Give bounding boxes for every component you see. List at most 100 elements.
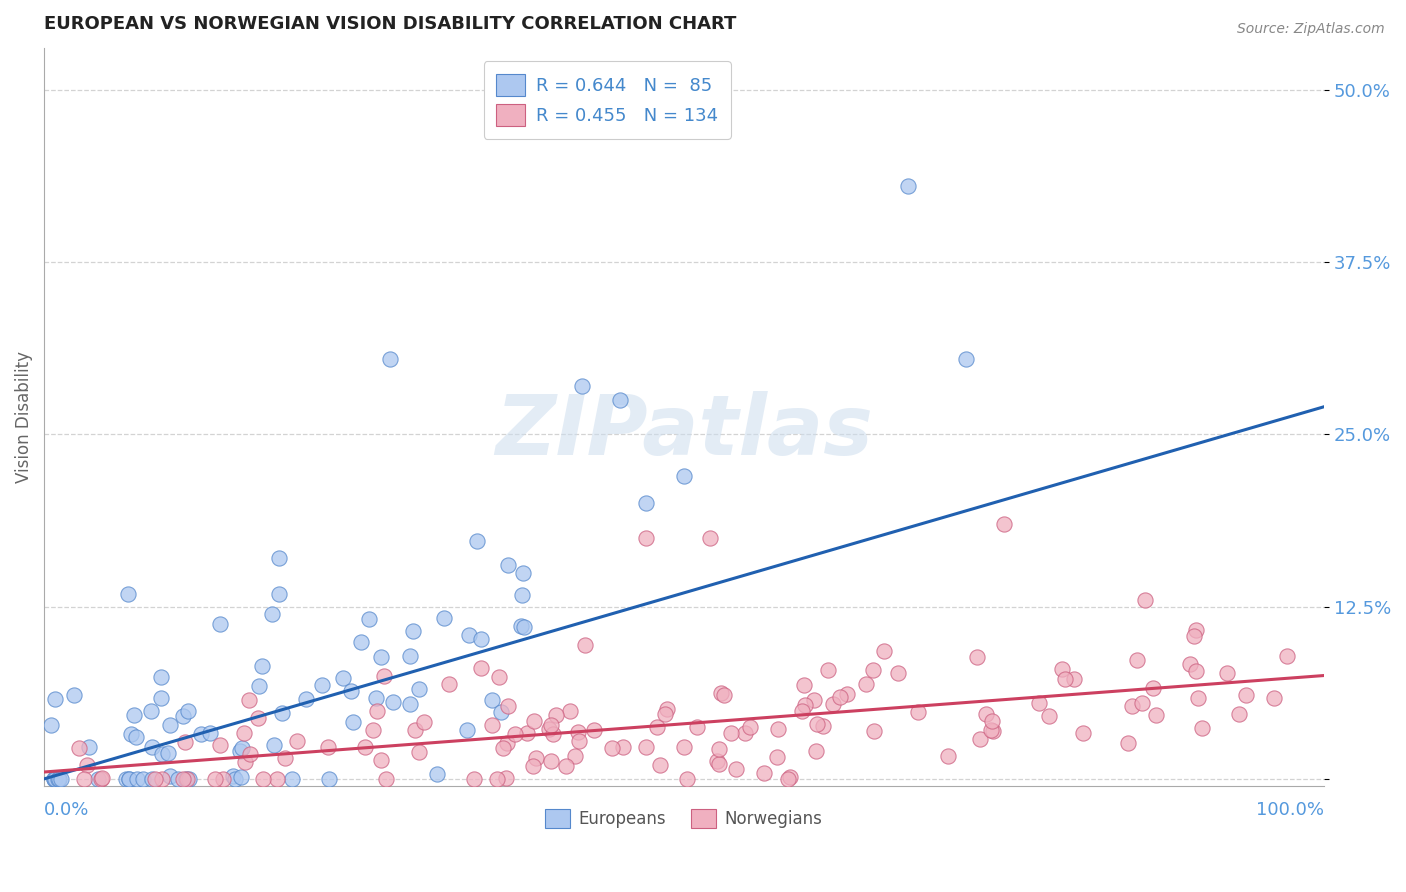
Point <box>143 772 166 786</box>
Point <box>1050 662 1073 676</box>
Point <box>294 692 316 706</box>
Point <box>49 772 72 786</box>
Point <box>980 723 1002 738</box>
Point <box>1116 736 1139 750</box>
Point <box>582 723 605 738</box>
Point <box>408 681 430 696</box>
Point <box>209 738 232 752</box>
Point <box>738 720 761 734</box>
Point <box>655 701 678 715</box>
Point <box>790 704 813 718</box>
Point <box>167 772 190 786</box>
Point <box>510 588 533 602</box>
Point <box>63 688 86 702</box>
Point <box>412 715 434 730</box>
Point <box>252 772 274 786</box>
Point <box>374 772 396 786</box>
Point <box>765 750 787 764</box>
Point <box>117 587 139 601</box>
Point <box>39 718 62 732</box>
Text: EUROPEAN VS NORWEGIAN VISION DISABILITY CORRELATION CHART: EUROPEAN VS NORWEGIAN VISION DISABILITY … <box>44 15 737 33</box>
Point <box>266 772 288 786</box>
Point <box>699 531 721 545</box>
Point <box>172 709 194 723</box>
Point <box>1234 688 1257 702</box>
Point <box>710 686 733 700</box>
Point <box>340 683 363 698</box>
Point <box>707 741 730 756</box>
Point <box>706 754 728 768</box>
Point <box>496 558 519 572</box>
Point <box>48 772 70 786</box>
Point <box>152 772 174 786</box>
Point <box>1133 592 1156 607</box>
Point <box>1184 664 1206 678</box>
Point <box>1063 672 1085 686</box>
Point <box>1125 653 1147 667</box>
Point <box>897 179 920 194</box>
Point <box>42 772 65 786</box>
Point <box>73 772 96 786</box>
Point <box>495 771 517 785</box>
Point <box>381 695 404 709</box>
Point <box>537 722 560 736</box>
Point <box>524 751 547 765</box>
Point <box>404 723 426 737</box>
Point <box>1182 628 1205 642</box>
Point <box>496 699 519 714</box>
Point <box>503 727 526 741</box>
Point <box>713 688 735 702</box>
Point <box>779 770 801 784</box>
Point <box>1121 699 1143 714</box>
Point <box>568 734 591 748</box>
Point <box>1142 681 1164 695</box>
Point <box>122 707 145 722</box>
Point <box>432 610 454 624</box>
Point <box>127 772 149 786</box>
Point <box>350 635 373 649</box>
Point <box>132 772 155 786</box>
Point <box>862 663 884 677</box>
Point <box>370 753 392 767</box>
Point <box>222 769 245 783</box>
Point <box>1053 672 1076 686</box>
Point <box>634 496 657 510</box>
Point <box>399 697 422 711</box>
Point <box>44 772 66 786</box>
Point <box>512 566 534 580</box>
Point <box>974 706 997 721</box>
Point <box>174 772 197 786</box>
Point <box>357 611 380 625</box>
Point <box>176 772 198 786</box>
Point <box>654 706 676 721</box>
Point <box>612 740 634 755</box>
Point <box>114 772 136 786</box>
Point <box>1071 726 1094 740</box>
Point <box>458 628 481 642</box>
Point <box>540 754 562 768</box>
Point <box>364 691 387 706</box>
Point <box>118 772 141 786</box>
Point <box>120 727 142 741</box>
Point <box>318 772 340 786</box>
Point <box>1215 666 1237 681</box>
Point <box>177 704 200 718</box>
Point <box>281 772 304 786</box>
Point <box>1275 648 1298 663</box>
Point <box>332 671 354 685</box>
Point <box>481 717 503 731</box>
Point <box>271 706 294 721</box>
Point <box>267 550 290 565</box>
Point <box>873 644 896 658</box>
Point <box>600 740 623 755</box>
Point <box>1028 697 1050 711</box>
Point <box>172 772 194 786</box>
Point <box>1263 691 1285 706</box>
Point <box>239 747 262 761</box>
Point <box>118 772 141 786</box>
Point <box>574 638 596 652</box>
Point <box>228 744 250 758</box>
Point <box>811 719 834 733</box>
Point <box>141 772 163 786</box>
Point <box>42 772 65 786</box>
